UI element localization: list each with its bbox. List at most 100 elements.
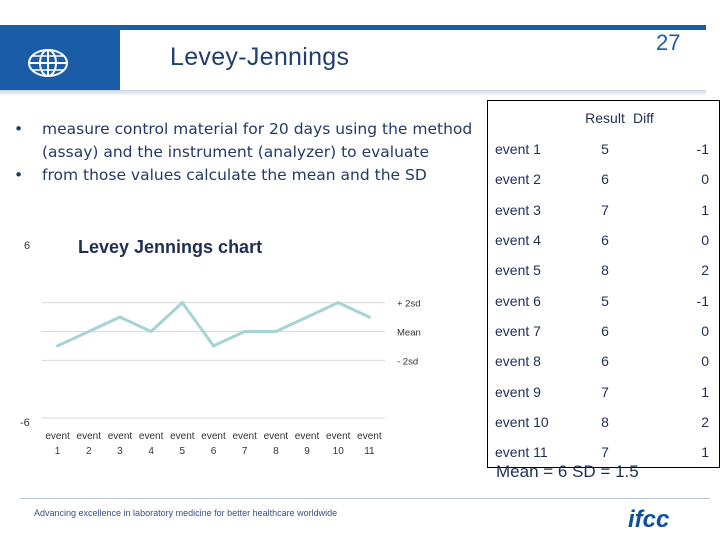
result-cell: 8 [601,262,609,279]
x-tick-label: event [295,431,320,442]
table-row: event 1 5 -1 [487,134,720,165]
bullet-dot: • [14,120,24,138]
event-cell: event 11 [487,436,579,469]
diff-cell: 2 [631,255,720,286]
x-tick-label: event [170,431,195,442]
table-row: event 5 8 2 [487,255,720,286]
bullet-item: • from those values calculate the mean a… [14,164,474,187]
result-cell: 6 [601,232,609,249]
levey-jennings-chart: Levey Jennings chart 6 -6 + 2sd Mean - 2sd eve… [20,237,421,457]
x-tick-label: event [264,431,289,442]
x-tick-label: 11 [364,446,375,457]
data-point [180,301,184,305]
event-cell: event 2 [487,164,579,195]
table-header-diff: Diff [631,100,720,134]
diff-cell: 0 [631,346,720,377]
data-point [274,330,278,333]
data-point [87,330,91,333]
table-row: event 3 7 1 [487,194,720,225]
x-tick-label: event [201,431,226,442]
table-header-row: Result Diff [487,100,720,134]
header-title-box [120,30,706,90]
globe-icon [28,49,68,77]
table-header-event [487,100,579,134]
data-point [56,344,60,348]
x-tick-label: event [357,431,382,442]
bullet-text: from those values calculate the mean and… [42,166,427,184]
event-cell: event 10 [487,406,579,437]
x-tick-label: 5 [180,446,186,457]
result-cell: 6 [601,322,609,339]
table-row: event 7 6 0 [487,315,720,347]
series-line [56,300,371,348]
table-row: event 6 5 -1 [487,285,720,316]
diff-cell: 0 [631,315,720,347]
event-cell: event 9 [487,376,579,407]
data-point [118,315,122,319]
data-point [305,315,309,319]
table-row: event 2 6 0 [487,164,720,195]
bullet-item: • measure control material for 20 days u… [14,118,474,164]
reference-label: Mean [397,328,421,339]
chart-title: Levey Jennings chart [78,237,262,257]
bullet-list: • measure control material for 20 days u… [14,118,474,187]
result-cell: 7 [601,201,609,218]
footer-divider [20,498,710,499]
result-cell: 7 [601,383,609,400]
x-tick-label: event [77,431,102,442]
bullet-dot: • [14,166,24,184]
x-tick-label: 9 [304,446,310,457]
footer-slogan: Advancing excellence in laboratory medic… [34,508,338,518]
diff-cell: 0 [631,164,720,195]
ifcc-logo: ifcc [628,506,670,533]
table-header-result: Result [579,100,631,134]
result-cell: 6 [601,353,609,370]
x-tick-label: 2 [86,446,92,457]
x-tick-label: 6 [211,446,217,457]
event-cell: event 6 [487,285,579,316]
data-point [149,330,153,333]
data-point [243,330,247,333]
x-tick-label: event [232,431,257,442]
result-cell: 7 [579,436,631,469]
y-tick-label: 6 [24,240,30,252]
table-row: event 4 6 0 [487,224,720,256]
x-tick-label: 10 [333,446,345,457]
diff-cell: -1 [631,285,720,316]
page-number: 27 [656,30,681,55]
data-point [212,344,215,348]
result-cell: 6 [601,171,609,188]
bullet-text: measure control material for 20 days usi… [42,120,473,161]
x-tick-label: event [139,431,164,442]
table-row: event 9 7 1 [487,376,720,407]
event-cell: event 7 [487,315,579,347]
event-cell: event 4 [487,224,579,256]
table-row: event 11 7 1 [487,436,720,469]
result-cell: 8 [601,413,609,430]
diff-cell: 2 [631,406,720,437]
result-cell: 5 [601,292,609,309]
diff-cell: -1 [631,134,720,165]
diff-cell: 1 [631,436,720,469]
table-row: event 8 6 0 [487,346,720,377]
x-tick-label: event [108,431,133,442]
x-tick-label: event [45,431,70,442]
header-shadow [0,90,706,96]
y-tick-label: -6 [20,417,30,429]
x-tick-label: event [326,431,351,442]
diff-cell: 1 [631,376,720,407]
diff-cell: 0 [631,224,720,256]
slide-title: Levey-Jennings [170,43,350,71]
x-tick-label: 4 [148,446,154,457]
x-tick-label: 3 [117,446,123,457]
diff-cell: 1 [631,194,720,225]
x-tick-label: 1 [55,446,61,457]
event-cell: event 1 [487,134,579,165]
reference-label: - 2sd [397,356,418,367]
x-tick-label: 7 [242,446,248,457]
table-row: event 10 8 2 [487,406,720,437]
event-cell: event 8 [487,346,579,377]
data-point [336,301,340,305]
result-cell: 5 [601,141,609,158]
